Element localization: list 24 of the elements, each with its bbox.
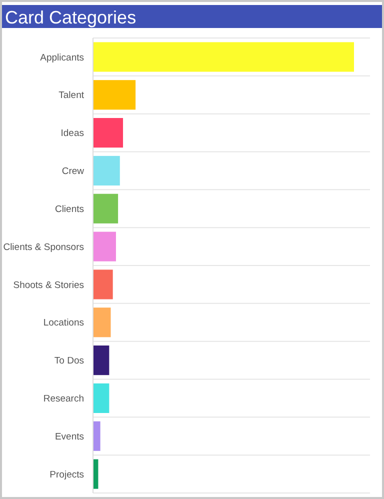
- bar: [93, 194, 118, 224]
- y-tick-label: Projects: [50, 469, 84, 480]
- y-tick-label: Applicants: [40, 52, 84, 64]
- y-tick-label: To Dos: [54, 356, 84, 367]
- y-tick-label: Ideas: [60, 128, 84, 140]
- bar: [93, 270, 113, 300]
- y-tick-label: Clients: [54, 204, 84, 215]
- bar: [93, 232, 116, 262]
- y-tick-label: Shoots & Stories: [13, 280, 84, 291]
- bar: [93, 80, 136, 110]
- y-tick-label: Research: [43, 394, 84, 405]
- bar: [93, 118, 124, 148]
- y-tick-label: Locations: [43, 318, 84, 329]
- bar: [93, 156, 120, 186]
- bar: [93, 346, 110, 376]
- y-tick-label: Events: [54, 431, 84, 442]
- bar: [93, 308, 111, 338]
- y-tick-label: Talent: [58, 90, 84, 102]
- bar: [93, 42, 354, 72]
- bar: [93, 421, 100, 451]
- y-tick-label: Clients & Sponsors: [3, 242, 84, 253]
- bar: [93, 383, 110, 413]
- y-tick-label: Crew: [62, 166, 84, 178]
- chart-title: Card Categories: [5, 7, 136, 28]
